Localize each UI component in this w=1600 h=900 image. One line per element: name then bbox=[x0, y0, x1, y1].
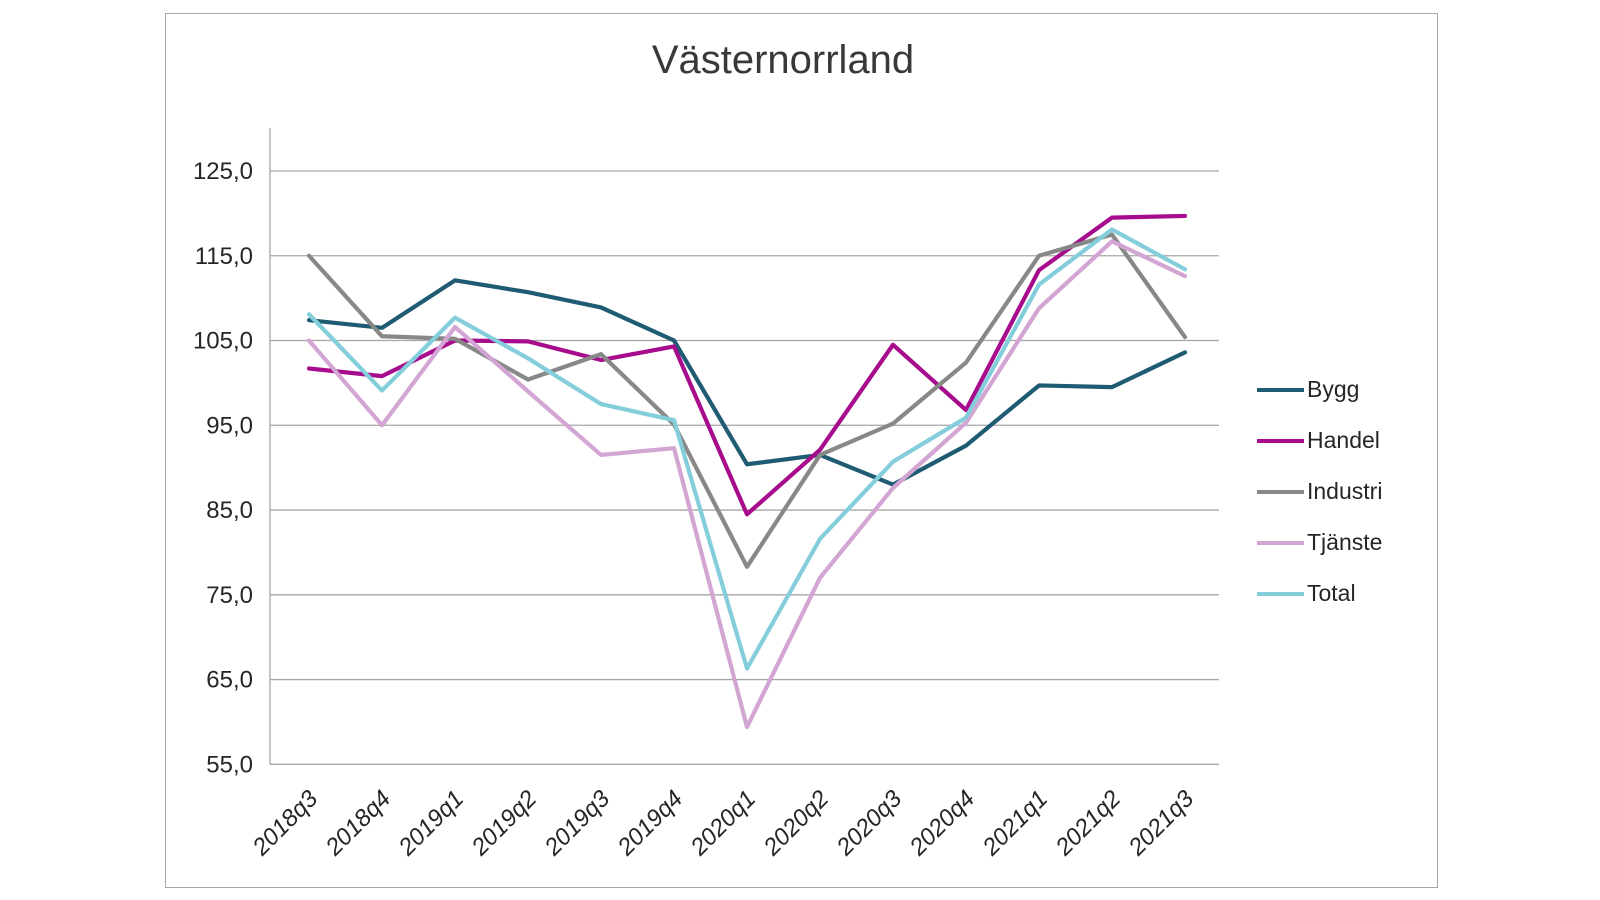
legend-color-line bbox=[1257, 489, 1304, 494]
x-tick-label: 2019q3 bbox=[539, 785, 616, 862]
x-tick-label: 2020q4 bbox=[904, 785, 980, 861]
x-tick-label: 2021q2 bbox=[1050, 785, 1126, 861]
x-tick-label: 2019q1 bbox=[393, 785, 469, 861]
series-line-tjänste bbox=[306, 239, 1188, 730]
legend-entry-industri: Industri bbox=[1257, 479, 1382, 504]
x-tick-label: 2018q3 bbox=[247, 785, 324, 862]
x-tick-label: 2021q1 bbox=[977, 785, 1053, 861]
x-tick-label: 2020q3 bbox=[831, 785, 908, 862]
series-line-bygg bbox=[306, 278, 1188, 487]
y-tick-label: 105,0 bbox=[193, 328, 253, 355]
y-tick-label: 55,0 bbox=[206, 751, 253, 778]
legend-label: Tjänste bbox=[1307, 529, 1383, 555]
legend-label: Industri bbox=[1307, 478, 1383, 504]
y-tick-label: 115,0 bbox=[195, 243, 253, 270]
legend-label: Handel bbox=[1307, 427, 1380, 453]
x-tick-label: 2020q2 bbox=[758, 785, 834, 861]
legend-label: Total bbox=[1307, 580, 1356, 606]
legend-color-line bbox=[1257, 540, 1304, 545]
series-line-total bbox=[306, 227, 1188, 671]
y-tick-label: 125,0 bbox=[193, 158, 253, 185]
legend-entry-bygg: Bygg bbox=[1257, 377, 1382, 402]
legend-entry-tjänste: Tjänste bbox=[1257, 530, 1382, 555]
legend-entry-total: Total bbox=[1257, 581, 1382, 606]
x-tick-label: 2019q4 bbox=[612, 785, 688, 861]
y-tick-label: 95,0 bbox=[206, 412, 253, 439]
x-tick-label: 2021q3 bbox=[1123, 785, 1200, 862]
x-tick-label: 2018q4 bbox=[320, 785, 396, 861]
x-tick-label: 2020q1 bbox=[685, 785, 761, 861]
legend-entry-handel: Handel bbox=[1257, 428, 1382, 453]
chart-legend: Bygg Handel Industri Tjänste Total bbox=[1257, 377, 1382, 606]
y-tick-label: 65,0 bbox=[206, 667, 253, 694]
legend-color-line bbox=[1257, 591, 1304, 596]
series-line-industri bbox=[306, 232, 1188, 569]
y-tick-label: 85,0 bbox=[206, 497, 253, 524]
chart-container bbox=[165, 13, 1438, 888]
series-line-handel bbox=[306, 213, 1188, 517]
x-tick-label: 2019q2 bbox=[466, 785, 542, 861]
legend-color-line bbox=[1257, 387, 1304, 392]
y-tick-label: 75,0 bbox=[206, 582, 253, 609]
legend-color-line bbox=[1257, 438, 1304, 443]
chart-title: Västernorrland bbox=[651, 38, 915, 82]
legend-label: Bygg bbox=[1307, 376, 1360, 402]
